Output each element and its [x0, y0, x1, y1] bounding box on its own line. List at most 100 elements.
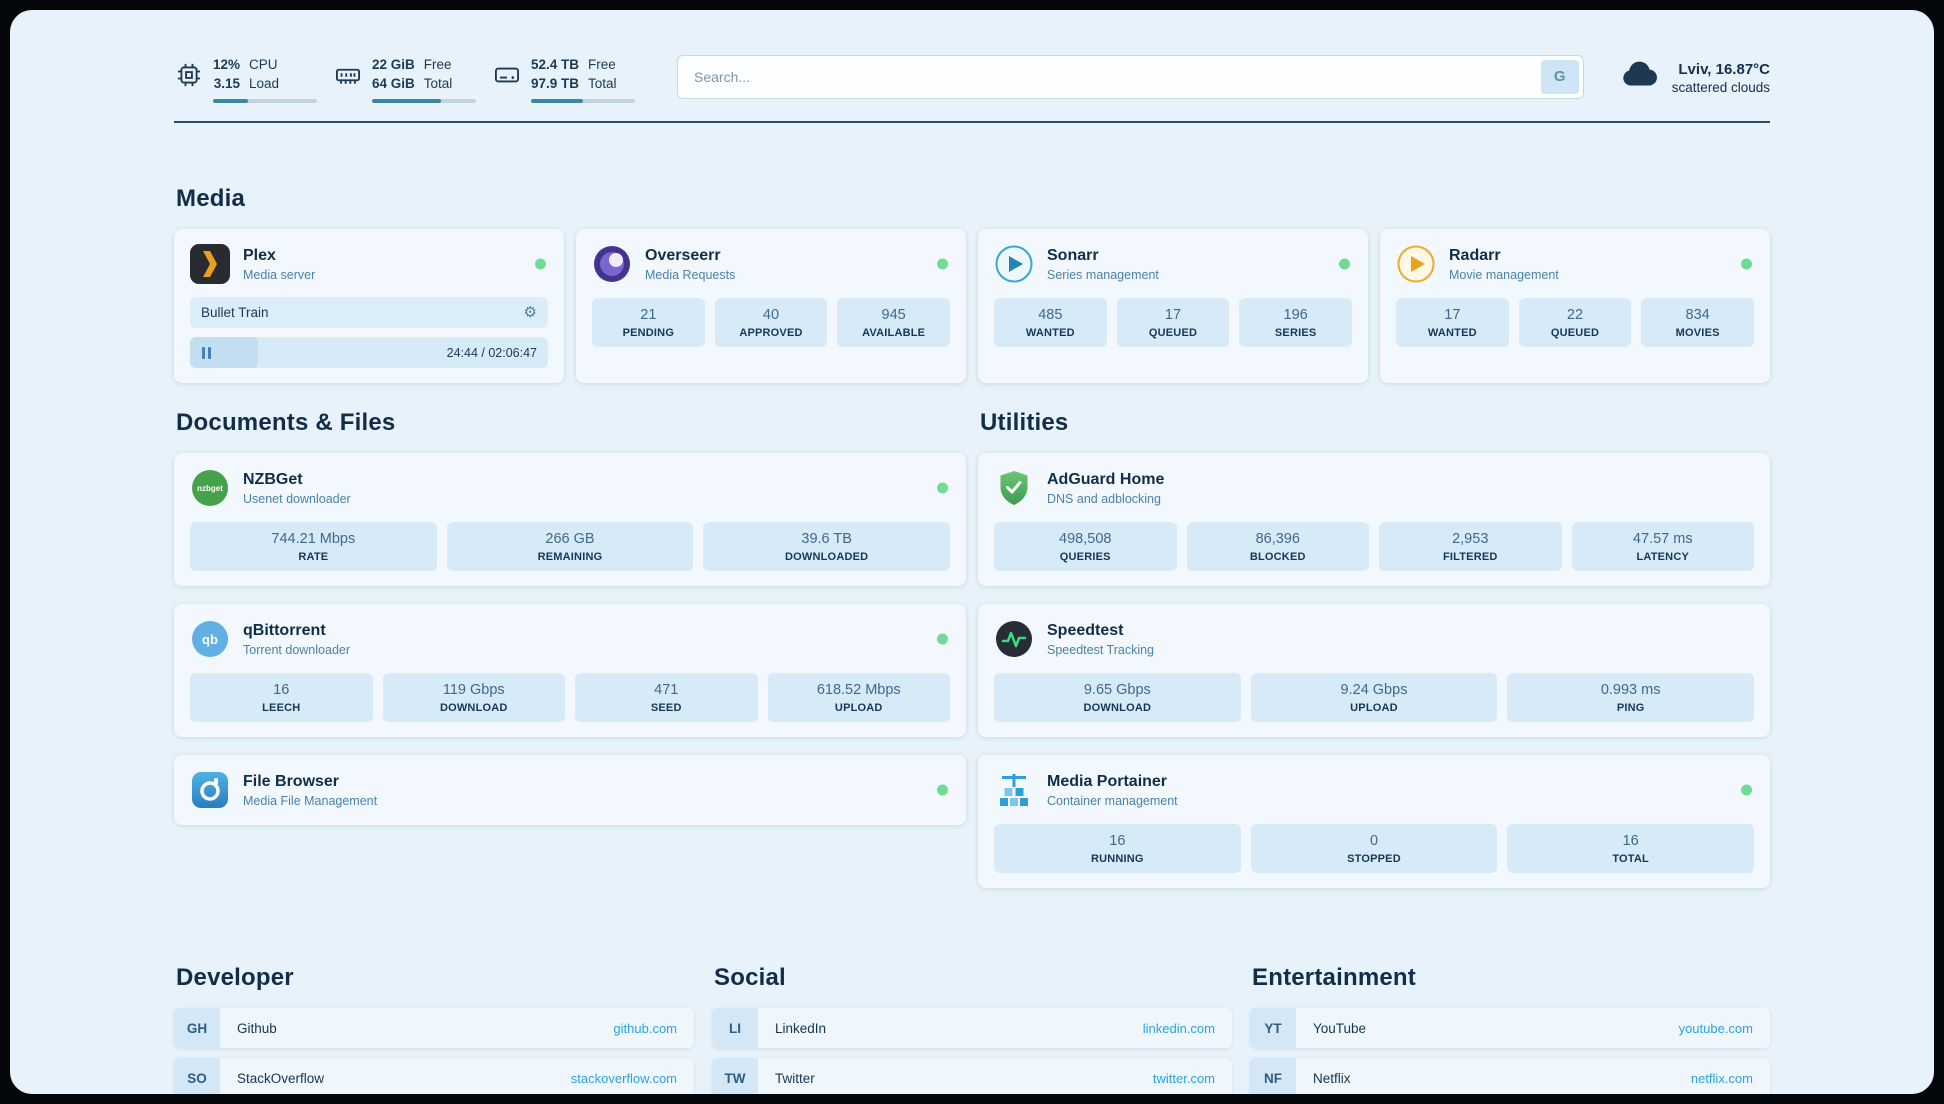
stat-label: BLOCKED	[1249, 551, 1306, 563]
gear-icon[interactable]: ⚙	[523, 304, 537, 321]
section-media: Media Plex Media server	[174, 185, 1770, 383]
app-subtitle: DNS and adblocking	[1047, 491, 1161, 506]
section-title-documents: Documents & Files	[176, 409, 396, 436]
stat-value: 86,396	[1255, 531, 1300, 547]
stat-label: QUEUED	[1148, 327, 1198, 339]
card-plex[interactable]: Plex Media server Bullet Train ⚙ 24:44 /…	[174, 229, 564, 383]
bookmark-twitter[interactable]: TW Twitter twitter.com	[712, 1058, 1232, 1094]
stat-label: WANTED	[1427, 327, 1477, 339]
search-input[interactable]	[677, 54, 1584, 99]
stat-label: UPLOAD	[1350, 702, 1398, 714]
section-entertainment: Entertainment YT YouTube youtube.com NF …	[1250, 964, 1770, 1094]
disk-progress-bar	[531, 99, 635, 104]
bookmark-link[interactable]: netflix.com	[1690, 1070, 1753, 1086]
weather-cloud-icon	[1618, 54, 1660, 101]
card-radarr[interactable]: Radarr Movie management 17 WANTED 22 QUE…	[1380, 229, 1770, 383]
bookmark-name: Netflix	[1313, 1070, 1351, 1086]
sonarr-icon	[994, 244, 1034, 284]
app-subtitle: Movie management	[1449, 267, 1559, 282]
stat-value: 834	[1685, 307, 1710, 323]
bookmark-name: YouTube	[1313, 1020, 1367, 1036]
google-search-button[interactable]: G	[1540, 59, 1579, 94]
bookmark-github[interactable]: GH Github github.com	[174, 1008, 694, 1048]
status-dot	[937, 633, 948, 645]
stat-label: FILTERED	[1442, 551, 1498, 563]
svg-text:qb: qb	[202, 632, 218, 647]
status-dot	[535, 258, 546, 270]
stat-label: REMAINING	[537, 551, 603, 563]
stat-value: 119 Gbps	[442, 682, 505, 698]
stat-value: 471	[654, 682, 679, 698]
stat-upload: 9.24 Gbps UPLOAD	[1250, 673, 1498, 722]
portainer-icon	[994, 770, 1034, 810]
section-utilities: Utilities	[978, 409, 1770, 906]
stat-value: 196	[1283, 307, 1308, 323]
memory-total-value: 64 GiB	[372, 75, 415, 91]
cpu-chip-icon	[174, 60, 204, 90]
stat-label: SEED	[650, 702, 682, 714]
bookmark-link[interactable]: linkedin.com	[1142, 1020, 1215, 1036]
stat-label: DOWNLOAD	[1083, 702, 1152, 714]
stat-value: 0	[1369, 833, 1379, 849]
stat-value: 21	[640, 307, 657, 323]
bookmark-link[interactable]: github.com	[613, 1020, 677, 1036]
bookmark-netflix[interactable]: NF Netflix netflix.com	[1250, 1058, 1770, 1094]
stat-label: QUEUED	[1550, 327, 1600, 339]
app-name: Overseerr	[645, 246, 721, 264]
stat-value: 618.52 Mbps	[816, 682, 901, 698]
card-overseerr[interactable]: Overseerr Media Requests 21 PENDING 40 A…	[576, 229, 966, 383]
adguard-icon	[994, 468, 1034, 508]
stat-value: 39.6 TB	[801, 531, 852, 547]
search-bar: G	[677, 54, 1584, 99]
stat-label: MOVIES	[1675, 327, 1720, 339]
stat-filtered: 2,953 FILTERED	[1379, 522, 1562, 571]
dashboard-page: 12% 3.15 CPU Load	[10, 10, 1934, 1094]
stat-label: RUNNING	[1090, 853, 1144, 865]
card-qbittorrent[interactable]: qb qBittorrent Torrent downloader 16 LEE…	[174, 604, 966, 737]
stat-label: TOTAL	[1612, 853, 1649, 865]
stat-value: 2,953	[1452, 531, 1489, 547]
card-nzbget[interactable]: nzbget NZBGet Usenet downloader 744.21 M…	[174, 453, 966, 586]
bookmark-youtube[interactable]: YT YouTube youtube.com	[1250, 1008, 1770, 1048]
card-adguard[interactable]: AdGuard Home DNS and adblocking 498,508 …	[978, 453, 1770, 586]
stat-blocked: 86,396 BLOCKED	[1186, 522, 1369, 571]
bookmark-link[interactable]: youtube.com	[1678, 1020, 1753, 1036]
stat-value: 47.57 ms	[1632, 531, 1693, 547]
bookmark-stackoverflow[interactable]: SO StackOverflow stackoverflow.com	[174, 1058, 694, 1094]
card-portainer[interactable]: Media Portainer Container management 16 …	[978, 755, 1770, 888]
bookmark-name: Github	[237, 1020, 277, 1036]
stat-queued: 22 QUEUED	[1518, 298, 1632, 347]
app-subtitle: Media File Management	[243, 793, 378, 808]
bookmark-linkedin[interactable]: LI LinkedIn linkedin.com	[712, 1008, 1232, 1048]
section-title-entertainment: Entertainment	[1252, 964, 1416, 991]
card-speedtest[interactable]: Speedtest Speedtest Tracking 9.65 Gbps D…	[978, 604, 1770, 737]
status-dot	[937, 784, 948, 796]
stat-value: 9.65 Gbps	[1083, 682, 1151, 698]
bookmark-link[interactable]: twitter.com	[1152, 1070, 1215, 1086]
cpu-load-label: Load	[249, 75, 280, 91]
card-sonarr[interactable]: Sonarr Series management 485 WANTED 17 Q…	[978, 229, 1368, 383]
radarr-icon	[1396, 244, 1436, 284]
memory-progress-bar	[372, 99, 476, 104]
disk-total-value: 97.9 TB	[531, 75, 580, 91]
card-filebrowser[interactable]: File Browser Media File Management	[174, 755, 966, 825]
pause-icon[interactable]	[202, 346, 211, 359]
memory-free-label: Free	[423, 56, 452, 72]
topbar-divider	[174, 121, 1770, 123]
stat-label: PING	[1616, 702, 1645, 714]
section-developer: Developer GH Github github.com SO StackO…	[174, 964, 694, 1094]
bookmark-name: Twitter	[775, 1070, 815, 1086]
bookmark-link[interactable]: stackoverflow.com	[570, 1070, 677, 1086]
weather-location: Lviv, 16.87°C	[1678, 60, 1770, 78]
section-title-utilities: Utilities	[980, 409, 1069, 436]
playback-progress-bar[interactable]: 24:44 / 02:06:47	[190, 337, 548, 368]
stat-value: 16	[1109, 833, 1126, 849]
stat-total: 16 TOTAL	[1507, 824, 1754, 873]
stat-running: 16 RUNNING	[994, 824, 1241, 873]
stat-label: APPROVED	[739, 327, 803, 339]
app-name: AdGuard Home	[1047, 470, 1165, 488]
cpu-label: CPU	[249, 56, 278, 72]
status-dot	[1741, 784, 1752, 796]
playback-time: 24:44 / 02:06:47	[446, 345, 537, 360]
cpu-progress-bar	[213, 99, 317, 104]
